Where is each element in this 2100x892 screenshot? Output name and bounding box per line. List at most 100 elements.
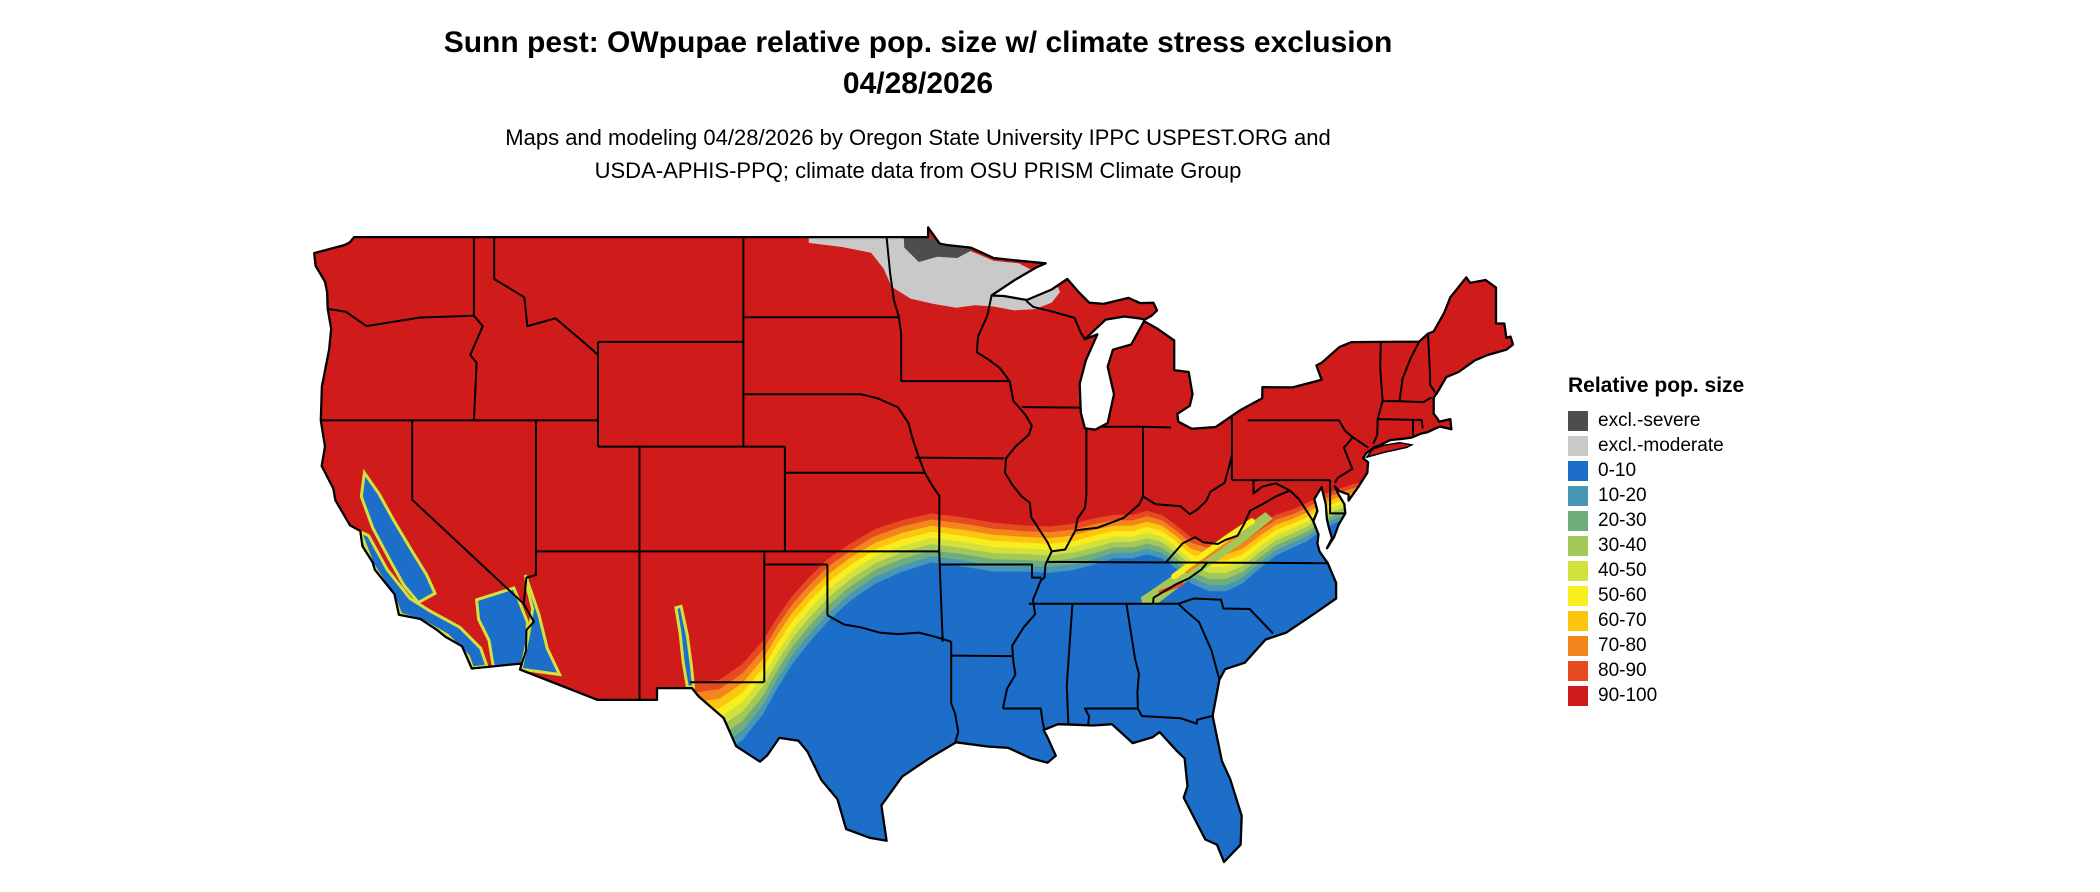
state-border: [1025, 300, 1086, 340]
state-border: [938, 551, 944, 642]
state-border: [1426, 333, 1437, 393]
state-border: [1382, 396, 1433, 404]
state-border: [1065, 603, 1074, 726]
state-border: [1125, 603, 1140, 709]
state-border: [1047, 560, 1329, 565]
state-border: [939, 563, 1042, 579]
legend-swatch: [1568, 435, 1588, 456]
state-border: [1289, 489, 1315, 522]
exclusion-moderate-region: [808, 229, 1060, 311]
state-border: [923, 472, 941, 552]
attribution-line1: Maps and modeling 04/28/2026 by Oregon S…: [505, 125, 1331, 150]
state-border: [885, 237, 903, 382]
attribution: Maps and modeling 04/28/2026 by Oregon S…: [0, 121, 1836, 187]
legend-label: 90-100: [1598, 684, 1658, 706]
legend-swatch: [1568, 660, 1588, 681]
state-border: [1177, 603, 1221, 680]
appalachian-orange-streak: [1185, 533, 1241, 574]
legend-label: 30-40: [1598, 534, 1647, 556]
legend: Relative pop. size excl.-severe excl.-mo…: [1568, 374, 1744, 708]
state-border: [1252, 480, 1291, 495]
us-outline: [313, 226, 1515, 864]
state-border: [1372, 341, 1384, 445]
legend-label: 80-90: [1598, 659, 1647, 681]
map-area: [298, 224, 1523, 884]
legend-row: excl.-moderate: [1568, 433, 1744, 458]
legend-label: excl.-moderate: [1598, 434, 1724, 456]
legend-row: 0-10: [1568, 458, 1744, 483]
state-border: [1177, 597, 1274, 635]
legend-row: 60-70: [1568, 608, 1744, 633]
state-border: [1165, 489, 1291, 563]
legend-row: 30-40: [1568, 533, 1744, 558]
legend-swatch: [1568, 410, 1588, 431]
us-map: [313, 226, 1515, 864]
legend-row: 70-80: [1568, 633, 1744, 658]
state-border: [1001, 550, 1053, 709]
legend-label: 60-70: [1598, 609, 1647, 631]
legend-row: 10-20: [1568, 483, 1744, 508]
legend-swatch: [1568, 560, 1588, 581]
state-border: [411, 420, 525, 605]
state-border: [493, 237, 599, 356]
legend-row: 20-30: [1568, 508, 1744, 533]
state-border: [1152, 561, 1209, 604]
state-border: [743, 393, 899, 409]
state-border: [1137, 708, 1213, 725]
legend-label: 10-20: [1598, 484, 1647, 506]
map-raster: [314, 227, 1514, 862]
state-border: [1083, 707, 1138, 726]
state-border: [1247, 419, 1354, 438]
long-island: [1365, 441, 1415, 459]
state-border: [522, 420, 537, 604]
state-border: [1398, 341, 1421, 402]
state-border: [1333, 436, 1354, 484]
state-border: [951, 654, 1013, 658]
map-title-line2: 04/28/2026: [842, 67, 994, 100]
legend-title: Relative pop. size: [1568, 374, 1745, 397]
state-border: [897, 406, 926, 474]
state-border: [520, 603, 535, 664]
attribution-line2: USDA-APHIS-PPQ; climate data from OSU PR…: [594, 158, 1242, 183]
legend-swatch: [1568, 635, 1588, 656]
legend-row: excl.-severe: [1568, 408, 1744, 433]
state-border: [915, 456, 1004, 460]
state-border: [1051, 455, 1233, 553]
legend-swatch: [1568, 585, 1588, 606]
legend-row: 80-90: [1568, 658, 1744, 683]
state-border: [950, 641, 960, 743]
state-border: [1074, 426, 1088, 531]
central-valley-patch: [359, 468, 437, 605]
legend-row: 40-50: [1568, 558, 1744, 583]
legend-label: excl.-severe: [1598, 409, 1701, 431]
state-border: [1352, 436, 1369, 449]
state-border: [327, 307, 474, 328]
state-border: [469, 315, 484, 421]
state-border: [1329, 480, 1346, 515]
map-title-line1: Sunn pest: OWpupae relative pop. size w/…: [443, 26, 1393, 59]
legend-label: 40-50: [1598, 559, 1647, 581]
state-border: [1002, 707, 1046, 731]
legend-row: 50-60: [1568, 583, 1744, 608]
state-border: [1377, 418, 1422, 421]
legend-swatch: [1568, 610, 1588, 631]
legend-label: 70-80: [1598, 634, 1647, 656]
state-border: [1420, 419, 1424, 429]
state-border: [1021, 406, 1081, 409]
legend-swatch: [1568, 485, 1588, 506]
state-border: [1004, 380, 1053, 552]
legend-swatch: [1568, 685, 1588, 706]
legend-label: 50-60: [1598, 584, 1647, 606]
legend-label: 0-10: [1598, 459, 1637, 481]
legend-row: 90-100: [1568, 683, 1744, 708]
state-border: [975, 295, 1011, 382]
legend-label: 20-30: [1598, 509, 1647, 531]
legend-swatch: [1568, 460, 1588, 481]
legend-swatch: [1568, 510, 1588, 531]
figure-header: Sunn pest: OWpupae relative pop. size w/…: [0, 22, 1836, 187]
state-border: [826, 614, 952, 643]
state-borders: [320, 237, 1437, 743]
legend-swatch: [1568, 535, 1588, 556]
state-border: [1093, 425, 1172, 429]
